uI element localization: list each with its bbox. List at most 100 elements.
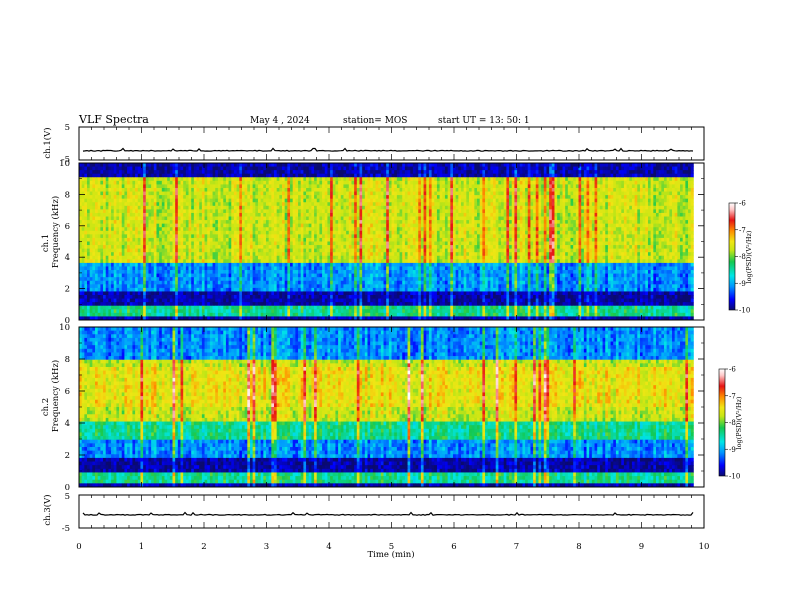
spectrogram-cell [595, 181, 598, 185]
spectrogram-cell [458, 163, 461, 167]
spectrogram-cell [667, 227, 670, 231]
spectrogram-cell [424, 213, 427, 217]
spectrogram-cell [164, 206, 167, 210]
spectrogram-cell [170, 181, 173, 185]
spectrogram-cell [172, 220, 175, 224]
spectrogram-cell [632, 231, 635, 235]
spectrogram-cell [562, 167, 565, 171]
spectrogram-cell [605, 231, 608, 235]
spectrogram-cell [592, 213, 595, 217]
spectrogram-cell [181, 209, 184, 213]
spectrogram-cell [640, 224, 643, 228]
spectrogram-cell [84, 170, 87, 174]
spectrogram-cell [597, 184, 600, 188]
spectrogram-cell [514, 188, 517, 192]
spectrogram-cell [191, 195, 194, 199]
spectrogram-cell [672, 209, 675, 213]
spectrogram-cell [309, 188, 312, 192]
spectrogram-cell [416, 217, 419, 221]
spectrogram-cell [253, 192, 256, 196]
spectrogram-cell [533, 220, 536, 224]
spectrogram-cell [498, 174, 501, 178]
spectrogram-cell [426, 181, 429, 185]
spectrogram-cell [453, 174, 456, 178]
spectrogram-cell [271, 220, 274, 224]
spectrogram-cell [501, 188, 504, 192]
spectrogram-cell [408, 184, 411, 188]
spectrogram-cell [269, 174, 272, 178]
spectrogram-cell [469, 174, 472, 178]
spectrogram-cell [234, 181, 237, 185]
spectrogram-cell [408, 188, 411, 192]
spectrogram-cell [485, 192, 488, 196]
spectrogram-cell [656, 174, 659, 178]
spectrogram-cell [172, 192, 175, 196]
spectrogram-cell [474, 206, 477, 210]
spectrogram-cell [656, 209, 659, 213]
spectrogram-cell [680, 174, 683, 178]
spectrogram-cell [392, 227, 395, 231]
spectrogram-cell [349, 227, 352, 231]
spectrogram-cell [164, 181, 167, 185]
spectrogram-cell [597, 231, 600, 235]
spectrogram-cell [584, 181, 587, 185]
spectrogram-cell [325, 199, 328, 203]
spectrogram-cell [474, 192, 477, 196]
spectrogram-cell [138, 192, 141, 196]
spectrogram-cell [576, 181, 579, 185]
spectrogram-cell [199, 224, 202, 228]
spectrogram-cell [234, 213, 237, 217]
spectrogram-cell [191, 224, 194, 228]
spectrogram-cell [672, 227, 675, 231]
spectrogram-cell [501, 167, 504, 171]
spectrogram-cell [389, 188, 392, 192]
spectrogram-cell [672, 181, 675, 185]
spectrogram-cell [301, 202, 304, 206]
spectrogram-cell [213, 195, 216, 199]
spectrogram-cell [384, 184, 387, 188]
spectrogram-cell [250, 177, 253, 181]
spectrogram-cell [568, 188, 571, 192]
spectrogram-cell [469, 224, 472, 228]
spectrogram-cell [223, 174, 226, 178]
spectrogram-cell [579, 177, 582, 181]
spectrogram-cell [119, 167, 122, 171]
spectrogram-cell [261, 199, 264, 203]
spectrogram-cell [458, 231, 461, 235]
spectrogram-cell [309, 227, 312, 231]
spectrogram-cell [274, 234, 277, 238]
spectrogram-cell [461, 188, 464, 192]
spectrogram-cell [685, 224, 688, 228]
spectrogram-cell [111, 188, 114, 192]
spectrogram-cell [333, 231, 336, 235]
spectrogram-cell [613, 177, 616, 181]
spectrogram-cell [327, 213, 330, 217]
spectrogram-cell [229, 234, 232, 238]
spectrogram-cell [453, 167, 456, 171]
spectrogram-cell [557, 181, 560, 185]
spectrogram-cell [362, 195, 365, 199]
spectrogram-cell [290, 199, 293, 203]
spectrogram-cell [127, 167, 130, 171]
spectrogram-cell [389, 213, 392, 217]
spectrogram-cell [528, 167, 531, 171]
spectrogram-cell [571, 227, 574, 231]
spectrogram-cell [290, 195, 293, 199]
spectrogram-cell [597, 167, 600, 171]
spectrogram-cell [683, 220, 686, 224]
spectrogram-cell [549, 227, 552, 231]
spectrogram-cell [541, 224, 544, 228]
spectrogram-cell [335, 174, 338, 178]
spectrogram-cell [445, 224, 448, 228]
spectrogram-cell [440, 213, 443, 217]
spectrogram-cell [247, 224, 250, 228]
spectrogram-cell [189, 174, 192, 178]
spectrogram-cell [317, 195, 320, 199]
spectrogram-cell [429, 234, 432, 238]
spectrogram-cell [637, 167, 640, 171]
spectrogram-cell [661, 199, 664, 203]
spectrogram-cell [632, 202, 635, 206]
spectrogram-cell [333, 206, 336, 210]
spectrogram-cell [148, 192, 151, 196]
spectrogram-cell [589, 217, 592, 221]
